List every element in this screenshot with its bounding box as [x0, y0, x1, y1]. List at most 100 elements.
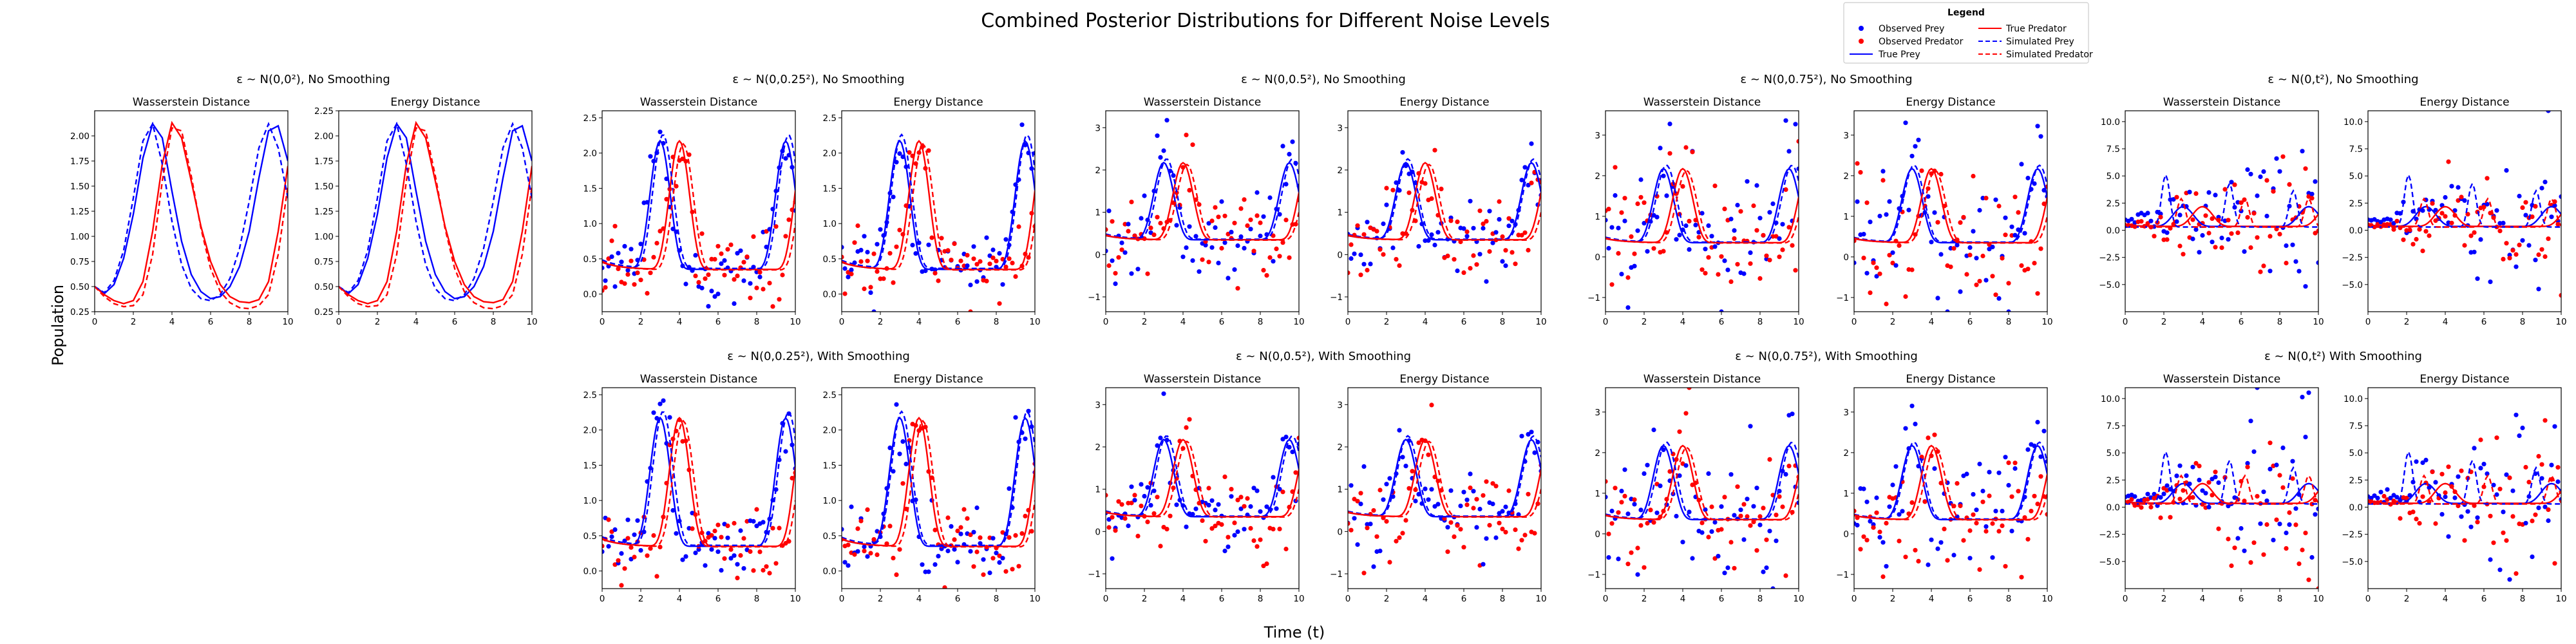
observed-predator-point [1751, 203, 1756, 209]
observed-predator-point [761, 287, 766, 292]
observed-prey-point [696, 547, 701, 552]
observed-predator-point [1423, 181, 1428, 186]
observed-prey-point [1464, 234, 1470, 239]
observed-predator-point [2523, 464, 2528, 470]
observed-predator-point [2248, 560, 2253, 565]
line-true-predator [1605, 167, 1799, 243]
observed-predator-point [2293, 522, 2298, 527]
observed-prey-point [1864, 499, 1870, 504]
observed-prey-point [1977, 207, 1982, 213]
observed-prey-point [2174, 219, 2179, 224]
y-tick-label: 0.0 [2349, 226, 2363, 236]
observed-prey-point [1287, 444, 1292, 450]
observed-prey-point [1355, 542, 1360, 547]
observed-prey-point [1722, 571, 1727, 576]
plot-area [1348, 402, 1541, 576]
observed-predator-point [696, 279, 701, 285]
line-simulated-predator [2368, 474, 2561, 505]
observed-prey-point [1129, 484, 1134, 489]
observed-predator-point [1384, 185, 1389, 191]
legend-label-true-prey: True Prey [1878, 50, 1920, 60]
observed-predator-point [1397, 263, 1402, 268]
observed-prey-point [1955, 243, 1960, 248]
observed-predator-point [645, 290, 650, 296]
observed-predator-point [1980, 253, 1985, 259]
observed-predator-point [1132, 233, 1137, 238]
observed-prey-point [1638, 177, 1643, 182]
observed-prey-point [2546, 111, 2551, 113]
x-tick-label: 0 [1103, 594, 1109, 604]
observed-prey-point [1142, 493, 1147, 499]
observed-prey-point [1780, 468, 1785, 474]
observed-predator-point [2152, 234, 2157, 239]
observed-prey-point [1378, 548, 1383, 554]
observed-predator-point [2391, 227, 2396, 232]
observed-predator-point [1513, 261, 1518, 267]
observed-predator-point [728, 242, 734, 247]
observed-predator-point [1003, 569, 1009, 574]
line-true-predator [1854, 167, 2047, 243]
observed-prey-point [1522, 165, 1528, 170]
observed-predator-point [2235, 230, 2240, 235]
x-tick-label: 0 [2123, 594, 2128, 604]
observed-prey-point [1741, 271, 1747, 276]
line-simulated-prey [1106, 158, 1299, 240]
observed-prey-point [680, 557, 685, 562]
observed-prey-point [1023, 142, 1028, 147]
line-simulated-predator [2125, 474, 2318, 505]
observed-predator-point [1529, 180, 1534, 185]
observed-predator-point [1187, 187, 1192, 193]
observed-prey-point [2184, 473, 2189, 478]
observed-predator-point [680, 156, 685, 162]
observed-predator-point [1877, 529, 1882, 535]
observed-prey-point [1390, 245, 1396, 251]
observed-predator-point [1625, 275, 1631, 280]
panel-title: Energy Distance [2420, 96, 2509, 109]
x-tick-label: 10 [1293, 317, 1304, 327]
observed-prey-point [1232, 267, 1237, 272]
observed-prey-point [2251, 449, 2257, 454]
observed-predator-point [936, 278, 941, 283]
observed-predator-point [958, 258, 963, 263]
observed-predator-point [1738, 209, 1743, 214]
observed-prey-point [703, 563, 708, 568]
observed-prey-point [842, 560, 848, 565]
observed-prey-point [722, 258, 727, 263]
x-tick-label: 10 [2313, 594, 2324, 604]
observed-prey-point [1209, 245, 1215, 250]
y-tick-label: 0.0 [2349, 503, 2363, 513]
observed-prey-point [1283, 182, 1289, 187]
observed-prey-point [1267, 195, 1273, 200]
observed-prey-point [2555, 479, 2561, 484]
y-tick-label: 1 [1337, 208, 1343, 218]
line-simulated-predator [2125, 197, 2318, 228]
observed-predator-point [1187, 417, 1192, 422]
observed-prey-point [693, 550, 698, 556]
observed-predator-point [2193, 460, 2199, 466]
observed-predator-point [2035, 291, 2040, 296]
observed-predator-point [1757, 514, 1763, 519]
y-tick-label: 0 [1337, 527, 1343, 537]
observed-predator-point [699, 530, 705, 536]
legend-item-simulated-predator: Simulated Predator [1978, 50, 2093, 60]
observed-prey-point [725, 535, 730, 540]
observed-predator-point [1274, 246, 1279, 251]
line-simulated-prey [339, 122, 532, 302]
x-tick-label: 8 [2006, 317, 2012, 327]
observed-prey-point [1481, 225, 1486, 231]
line-simulated-predator [95, 126, 288, 310]
observed-predator-point [1651, 520, 1656, 525]
x-tick-label: 2 [1142, 594, 1148, 604]
observed-prey-point [878, 227, 883, 232]
observed-prey-point [2472, 446, 2477, 451]
observed-prey-point [1458, 504, 1463, 509]
line-simulated-prey [842, 410, 1035, 546]
observed-predator-point [855, 223, 860, 229]
y-tick-label: 2.5 [2107, 198, 2120, 209]
observed-prey-point [1468, 198, 1473, 204]
line-simulated-predator [1106, 164, 1299, 241]
plot-area [1106, 391, 1299, 569]
observed-predator-point [2559, 293, 2561, 298]
observed-prey-point [1619, 272, 1624, 277]
observed-prey-point [965, 263, 970, 269]
